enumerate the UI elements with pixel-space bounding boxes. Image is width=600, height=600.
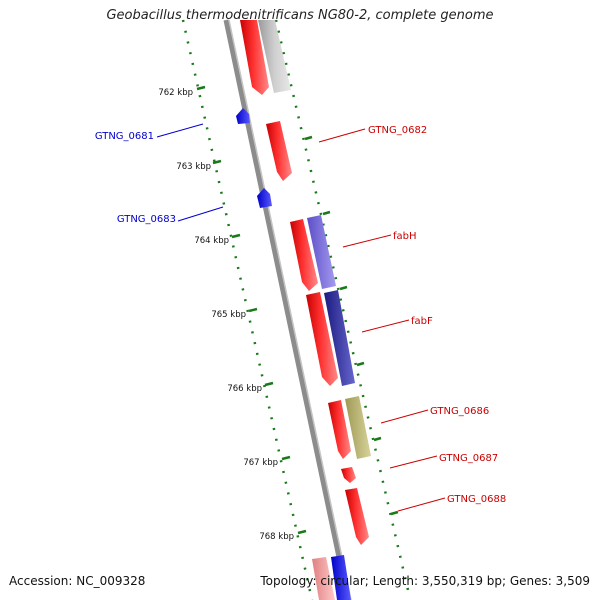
forward-genes bbox=[240, 20, 369, 600]
gene-label-GTNG_0687[interactable]: GTNG_0687 bbox=[439, 453, 498, 464]
gene-reverse bbox=[257, 188, 272, 208]
gene-leaders bbox=[156, 123, 446, 512]
tick-label: 763 kbp bbox=[176, 162, 211, 172]
gene-olive bbox=[345, 396, 371, 459]
reverse-genes bbox=[236, 108, 272, 208]
gene-forward bbox=[341, 467, 356, 483]
gene-forward bbox=[328, 400, 351, 459]
tick-label: 764 kbp bbox=[194, 236, 229, 246]
gene-forward bbox=[240, 20, 269, 95]
gene-reverse bbox=[236, 108, 250, 124]
accession-text: Accession: NC_009328 bbox=[9, 574, 146, 588]
tick-label: 766 kbp bbox=[227, 384, 262, 394]
gene-blue-outer bbox=[331, 555, 351, 600]
gene-navy bbox=[324, 290, 355, 386]
gene-forward bbox=[306, 292, 338, 386]
gene-gray bbox=[258, 20, 291, 93]
gene-label-fabF[interactable]: fabF bbox=[411, 316, 433, 327]
gene-labels: GTNG_0681 GTNG_0683 GTNG_0682 fabH fabF … bbox=[95, 125, 506, 505]
gene-label-GTNG_0681[interactable]: GTNG_0681 bbox=[95, 131, 154, 142]
tick-label: 768 kbp bbox=[259, 532, 294, 542]
tick-label: 767 kbp bbox=[243, 458, 278, 468]
inner-track bbox=[274, 19, 410, 591]
genome-title: Geobacillus thermodenitrificans NG80-2, … bbox=[106, 8, 494, 23]
scale-track bbox=[181, 19, 314, 600]
gene-forward bbox=[290, 219, 318, 291]
gene-label-GTNG_0682[interactable]: GTNG_0682 bbox=[368, 125, 427, 136]
inner-ticks bbox=[304, 135, 399, 516]
tick-label: 762 kbp bbox=[158, 88, 193, 98]
gene-label-GTNG_0688[interactable]: GTNG_0688 bbox=[447, 494, 506, 505]
scale-tick-labels: 762 kbp 763 kbp 764 kbp 765 kbp 766 kbp … bbox=[158, 88, 294, 542]
gene-label-fabH[interactable]: fabH bbox=[393, 231, 417, 242]
gene-forward bbox=[266, 121, 292, 181]
outer-ring-genes bbox=[258, 20, 371, 600]
gene-forward bbox=[345, 488, 369, 545]
gene-forward-pale bbox=[312, 557, 335, 600]
gene-label-GTNG_0686[interactable]: GTNG_0686 bbox=[430, 406, 489, 417]
tick-label: 765 kbp bbox=[211, 310, 246, 320]
gene-purple bbox=[307, 215, 336, 289]
topology-text: Topology: circular; Length: 3,550,319 bp… bbox=[260, 574, 590, 588]
gene-label-GTNG_0683[interactable]: GTNG_0683 bbox=[117, 214, 176, 225]
scale-ticks bbox=[196, 85, 307, 535]
